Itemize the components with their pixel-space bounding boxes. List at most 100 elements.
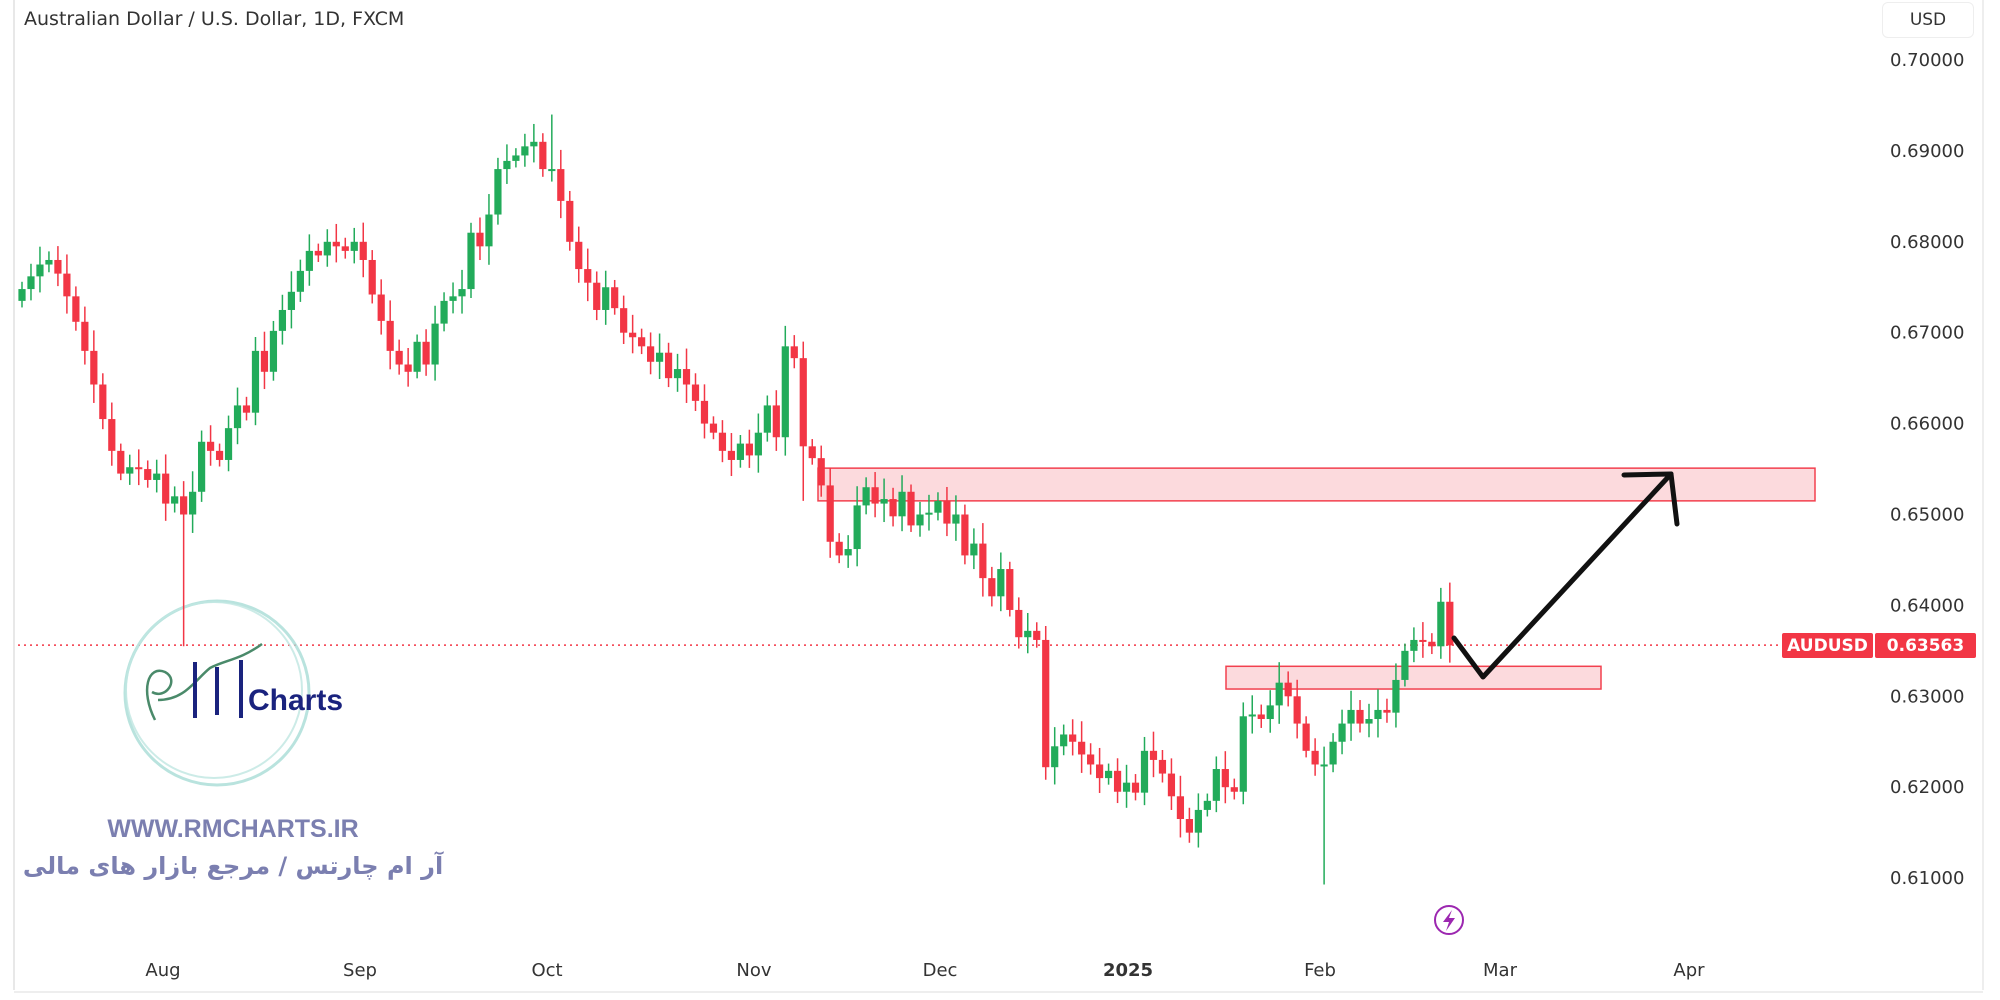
candle-down [826,485,834,542]
candle-up [970,543,978,556]
candle-down [772,405,780,438]
price-tick-label: 0.68000 [1890,232,1964,253]
candle-up [916,514,924,526]
candle-up [1347,709,1355,724]
candle-down [907,491,915,526]
candle-up [27,276,35,290]
candle-down [242,405,251,413]
candle-up [323,241,331,256]
candle-down [162,473,170,504]
candle-up [296,270,304,292]
candle-down [81,321,89,351]
symbol-tag: AUDUSD [1782,633,1873,658]
candle-up [494,169,502,215]
candle-up [781,346,789,438]
candle-down [647,346,655,362]
time-tick-label: Nov [736,960,771,981]
candle-up [548,169,556,172]
candle-up [1374,709,1382,720]
candle-up [189,491,197,515]
candle-down [1078,741,1086,755]
candle-up [754,432,762,456]
candle-down [1293,696,1301,724]
candle-down [1006,569,1014,610]
candle-up [853,505,861,550]
candle-up [449,296,457,301]
candle-down [988,578,996,597]
time-axis[interactable]: Aug Sep Oct Nov Dec 2025 Feb Mar Apr [145,960,1705,981]
candle-down [72,296,80,322]
candle-up [503,160,511,170]
candle-up [287,291,295,310]
candle-up [1437,601,1445,647]
price-tick-label: 0.64000 [1890,595,1964,616]
candle-up [1329,741,1337,765]
candle-down [1158,759,1167,774]
price-tick-label: 0.70000 [1890,50,1964,71]
candle-down [108,419,116,451]
candle-down [54,259,62,274]
candle-up [1410,639,1418,651]
candle-up [198,441,206,492]
candle-up [1060,734,1068,747]
candle-up [1275,682,1283,706]
candle-down [745,443,753,456]
candle-down [584,269,592,283]
candle-down [575,241,583,270]
candle-down [817,458,825,486]
candle-down [368,259,376,295]
time-tick-label: Dec [923,960,958,981]
candle-up [1365,719,1373,724]
time-tick-label: Mar [1483,960,1518,981]
time-tick-label: Apr [1673,960,1705,981]
candle-up [880,499,888,504]
candle-down [1069,734,1077,742]
candle-down [180,496,188,515]
candle-up [467,232,475,290]
candle-down [1419,639,1427,642]
currency-button[interactable]: USD [1882,2,1974,38]
candle-down [1033,630,1041,640]
candle-up [1401,650,1409,680]
candle-up [1024,630,1032,638]
price-tick-label: 0.63000 [1890,686,1964,707]
candle-down [790,346,798,359]
price-axis[interactable]: 0.70000 0.69000 0.68000 0.67000 0.66000 0.650… [1890,50,1964,889]
candle-up [934,500,942,513]
candle-up [1140,750,1149,793]
candle-down [1087,754,1095,765]
candle-down [1221,769,1229,788]
candle-up [278,309,287,331]
zones-layer [817,467,1816,690]
watermark-tagline: آر ام چارتس / مرجع بازار های مالی [22,852,444,880]
candle-down [682,369,691,385]
candle-up [413,341,421,372]
candle-up [862,487,870,506]
candle-down [871,487,879,504]
lightning-icon[interactable] [1434,905,1464,935]
candle-down [1015,609,1023,638]
candle-up [1338,723,1346,742]
candle-up [521,146,529,156]
candle-up [1122,782,1131,792]
candle-down [943,500,951,524]
candle-down [889,499,897,517]
candle-up [952,514,960,524]
support-zone [1225,665,1602,690]
candle-down [835,541,843,556]
candle-down [117,450,125,474]
chart-title: Australian Dollar / U.S. Dollar, 1D, FXC… [24,8,405,30]
candle-down [314,250,322,256]
time-tick-label: Sep [343,960,377,981]
candle-down [1167,773,1176,797]
candle-down [422,341,430,365]
candle-down [611,287,619,309]
candle-up [1392,679,1400,713]
candle-down [727,450,736,460]
watermark-url: WWW.RMCHARTS.IR [107,815,359,843]
candle-down [1131,782,1140,793]
candle-down [215,450,224,460]
candle-down [341,246,349,251]
candle-down [629,332,637,338]
